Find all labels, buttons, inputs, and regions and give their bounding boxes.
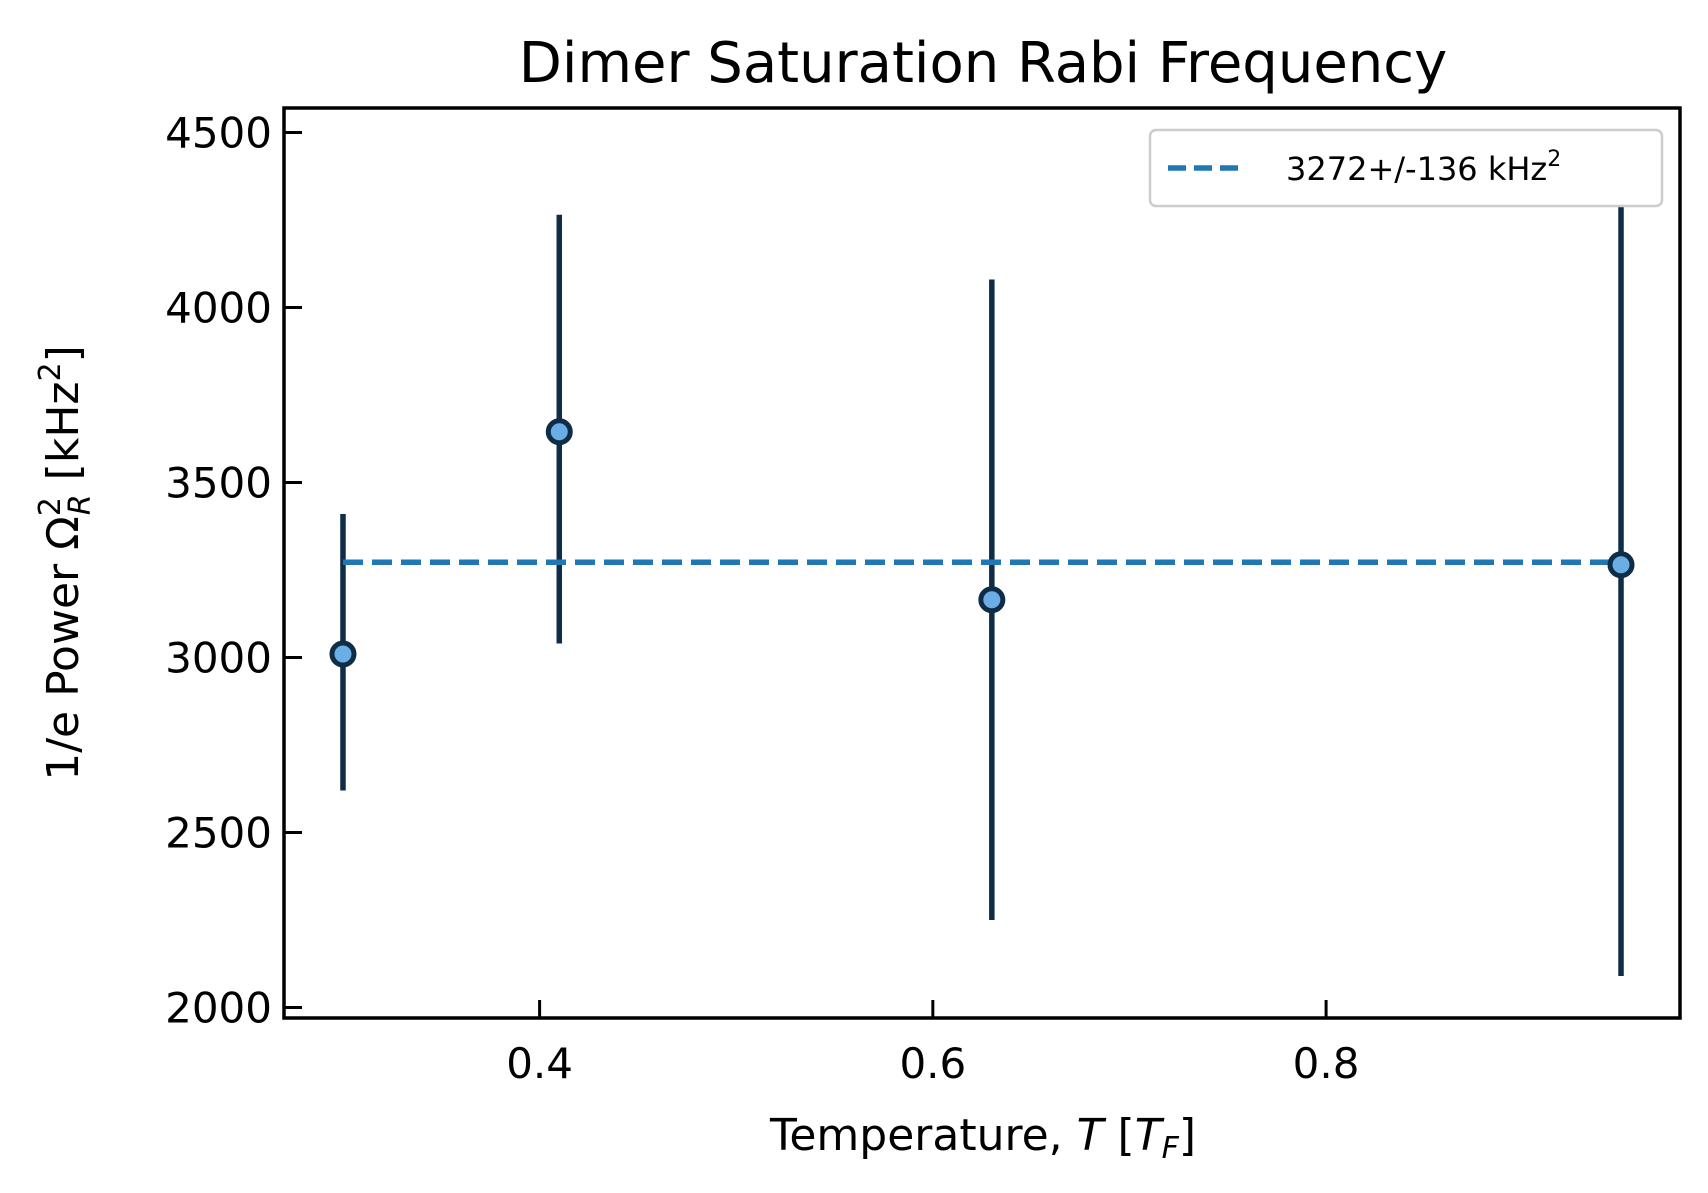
y-tick-label: 4500 (165, 109, 272, 158)
y-axis-label-omega: Ω (38, 516, 89, 550)
x-tick-label: 0.6 (899, 1039, 966, 1088)
data-point-group (329, 418, 1635, 668)
y-axis-label-sub: R (63, 494, 98, 515)
plot-area-frame (282, 106, 1682, 1020)
chart-title: Dimer Saturation Rabi Frequency (519, 31, 1447, 96)
x-axis-label-close: ] (1179, 1110, 1196, 1161)
data-point (545, 418, 573, 446)
y-axis-label-unit-open: [kHz (38, 381, 89, 494)
x-axis-ticks: 0.4 0.6 0.8 (506, 1000, 1359, 1088)
x-tick-label: 0.4 (506, 1039, 573, 1088)
data-point (978, 586, 1006, 614)
data-point (329, 640, 357, 668)
y-tick-label: 4000 (165, 284, 272, 333)
legend-label-sup: 2 (1547, 147, 1561, 172)
x-tick-label: 0.8 (1293, 1039, 1360, 1088)
legend-label-text: 3272+/-136 kHz (1286, 150, 1547, 188)
legend: 3272+/-136 kHz2 (1148, 128, 1664, 208)
x-axis-label-var: T (1077, 1110, 1107, 1161)
x-axis-label-open: [ (1104, 1110, 1135, 1161)
legend-label: 3272+/-136 kHz2 (1286, 147, 1561, 188)
x-axis-label-sub-base: T (1135, 1110, 1165, 1161)
y-tick-label: 3500 (165, 459, 272, 508)
x-axis-label-sub: F (1162, 1131, 1180, 1166)
y-tick-label: 3000 (165, 634, 272, 683)
y-tick-label: 2000 (165, 984, 272, 1033)
y-axis-ticks: 2000 2500 3000 3500 4000 4500 (165, 109, 302, 1033)
x-axis-label: Temperature, T [TF] (769, 1110, 1196, 1166)
y-axis-label-sup: 2 (33, 497, 68, 516)
y-axis-label-unit-sup: 2 (33, 362, 68, 381)
data-point (1607, 551, 1635, 579)
x-axis-label-prefix: Temperature, (769, 1110, 1077, 1161)
y-axis-label-unit-close: ] (38, 345, 89, 362)
legend-box (1148, 128, 1664, 208)
y-axis-label-prefix: 1/e Power (38, 550, 89, 781)
y-tick-label: 2500 (165, 809, 272, 858)
y-axis-label: 1/e Power Ω2R [kHz2] (33, 345, 98, 781)
